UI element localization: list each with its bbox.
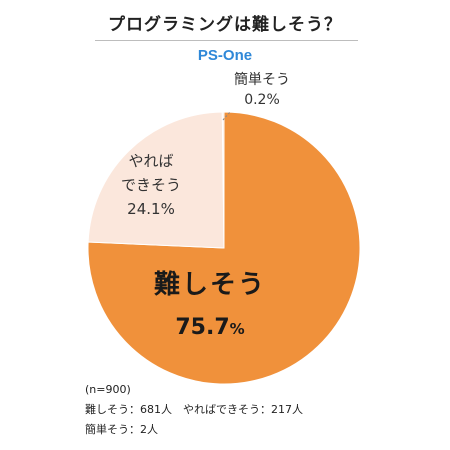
label-doable: やれば できそう 24.1% xyxy=(96,149,206,221)
brand-logo: PS-One xyxy=(197,47,253,64)
label-hard-number: 75.7 xyxy=(175,315,230,340)
label-hard-value: 75.7% xyxy=(140,310,280,347)
label-doable-line2: できそう xyxy=(120,176,181,194)
label-doable-value: 24.1% xyxy=(127,200,175,218)
label-easy: 簡単そう 0.2% xyxy=(226,70,298,110)
chart-title: プログラミングは難しそう？ xyxy=(108,15,342,35)
slice-easy xyxy=(221,111,225,249)
label-hard-name: 難しそう xyxy=(153,270,266,300)
title-divider xyxy=(95,40,358,41)
label-easy-value: 0.2% xyxy=(244,92,280,108)
label-doable-line1: やれば xyxy=(128,152,174,170)
slice-doable xyxy=(87,111,225,249)
notes: (n=900) 難しそう：681人 やればできそう：217人 簡単そう：2人 xyxy=(85,380,303,440)
label-easy-name: 簡単そう xyxy=(234,72,290,88)
sample-size: (n=900) xyxy=(85,383,131,396)
breakdown-line-1: 難しそう：681人 やればできそう：217人 xyxy=(85,403,303,416)
breakdown-line-2: 簡単そう：2人 xyxy=(85,423,158,436)
label-hard-unit: % xyxy=(229,320,245,338)
leader-line-easy xyxy=(222,111,231,121)
label-hard: 難しそう 75.7% xyxy=(140,268,280,347)
